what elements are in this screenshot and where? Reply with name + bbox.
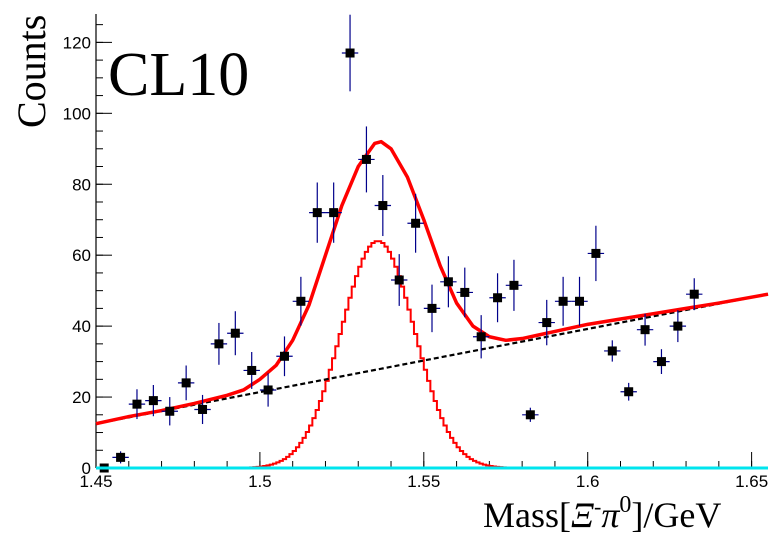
data-point xyxy=(440,256,457,308)
data-point xyxy=(587,225,605,282)
point-marker xyxy=(443,277,453,287)
data-point xyxy=(571,276,588,326)
point-marker xyxy=(394,275,404,285)
point-marker xyxy=(493,293,503,303)
point-marker xyxy=(525,410,535,420)
data-point xyxy=(161,397,178,426)
point-marker xyxy=(263,385,273,395)
data-point xyxy=(358,126,375,193)
data-point xyxy=(194,394,211,425)
data-point xyxy=(309,182,326,243)
point-marker xyxy=(165,406,175,416)
data-point xyxy=(472,315,490,359)
data-point xyxy=(686,278,703,311)
point-marker xyxy=(476,332,486,342)
chart-title: CL10 xyxy=(108,41,249,109)
point-marker xyxy=(558,296,568,306)
point-marker xyxy=(427,303,437,313)
data-point xyxy=(505,259,523,311)
point-marker xyxy=(460,287,470,297)
data-point xyxy=(554,276,572,326)
data-point xyxy=(489,273,506,323)
data-point xyxy=(669,310,687,343)
y-tick-label: 80 xyxy=(72,175,91,194)
data-point xyxy=(243,352,260,389)
point-marker xyxy=(214,339,224,349)
point-marker xyxy=(640,325,650,335)
point-marker xyxy=(361,154,371,164)
data-point xyxy=(341,14,359,92)
data-point xyxy=(128,389,146,420)
data-point xyxy=(145,385,162,417)
point-marker xyxy=(656,357,666,367)
data-point xyxy=(391,254,408,306)
fit-curve xyxy=(95,139,769,426)
x-tick-label: 1.5 xyxy=(248,472,272,491)
point-marker xyxy=(116,452,126,462)
y-tick-label: 20 xyxy=(72,388,91,407)
point-marker xyxy=(378,201,388,211)
point-marker xyxy=(296,296,306,306)
data-point xyxy=(538,299,555,346)
point-marker xyxy=(542,318,552,328)
signal-step xyxy=(227,240,539,469)
point-marker xyxy=(312,208,322,218)
background-fit-line xyxy=(95,293,769,425)
data-point xyxy=(177,365,195,401)
data-point xyxy=(292,276,310,326)
point-marker xyxy=(624,387,634,397)
y-tick-label: 60 xyxy=(72,246,91,265)
point-marker xyxy=(132,399,142,409)
point-marker xyxy=(181,378,191,388)
data-point xyxy=(112,451,129,464)
point-marker xyxy=(198,404,208,414)
data-point xyxy=(653,349,670,375)
total-fit-curve xyxy=(95,139,769,426)
y-tick-label: 40 xyxy=(72,317,91,336)
point-marker xyxy=(673,321,683,331)
data-point xyxy=(227,311,244,356)
x-tick-label: 1.65 xyxy=(735,472,768,491)
data-point xyxy=(604,340,621,362)
data-points xyxy=(96,14,768,473)
point-marker xyxy=(591,248,601,258)
data-point xyxy=(407,193,424,253)
signal-histogram xyxy=(227,240,539,469)
x-tick-label: 1.6 xyxy=(576,472,600,491)
point-marker xyxy=(279,351,289,361)
point-marker xyxy=(411,218,421,228)
x-tick-label: 1.45 xyxy=(79,472,112,491)
data-point xyxy=(522,407,539,422)
data-point xyxy=(374,175,392,237)
background-line xyxy=(95,293,769,425)
data-point xyxy=(620,382,637,401)
data-point xyxy=(325,182,342,243)
point-marker xyxy=(329,208,339,218)
point-marker xyxy=(230,328,240,338)
axis-ticks: 0 20 40 60 80 100 120 1.45 1.5 1.55 1.6 1.65 xyxy=(63,24,768,491)
y-tick-label: 120 xyxy=(63,33,91,52)
point-marker xyxy=(509,280,519,290)
y-axis-label: Counts xyxy=(9,15,54,128)
data-point xyxy=(210,322,228,365)
data-point xyxy=(259,373,277,407)
y-tick-label: 100 xyxy=(63,104,91,123)
data-point xyxy=(423,284,441,333)
data-point xyxy=(456,267,473,318)
x-axis-label: Mass[Ξ-π0]/GeV xyxy=(483,492,721,535)
point-marker xyxy=(607,346,617,356)
point-marker xyxy=(689,289,699,299)
point-marker xyxy=(247,365,257,375)
y-tick-label: 0 xyxy=(82,459,91,478)
point-marker xyxy=(148,396,158,406)
x-tick-label: 1.55 xyxy=(407,472,440,491)
data-point xyxy=(276,336,293,377)
point-marker xyxy=(575,296,585,306)
data-point xyxy=(636,313,654,346)
point-marker xyxy=(345,48,355,58)
